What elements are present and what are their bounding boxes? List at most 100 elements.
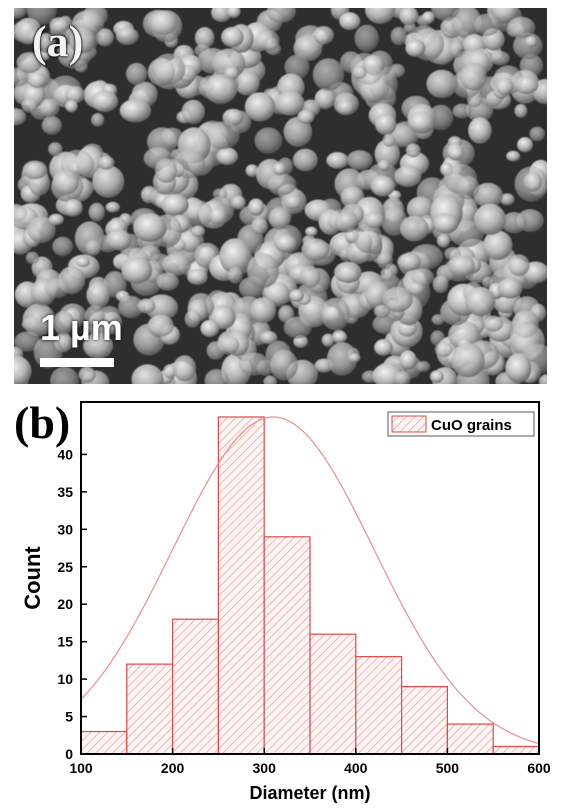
grain bbox=[245, 164, 259, 178]
grain bbox=[22, 303, 56, 337]
gaussian-fit-curve bbox=[80, 416, 540, 745]
grain bbox=[483, 315, 504, 332]
grain bbox=[517, 137, 533, 153]
grain bbox=[332, 331, 348, 343]
grain bbox=[44, 278, 70, 299]
grain bbox=[397, 252, 421, 271]
y-tick-label: 30 bbox=[57, 521, 73, 537]
grain bbox=[227, 8, 241, 18]
panel-b-label: (b) bbox=[14, 397, 71, 448]
grain bbox=[335, 211, 359, 233]
y-tick-label: 25 bbox=[57, 559, 73, 575]
grain bbox=[326, 342, 358, 376]
grain bbox=[432, 275, 449, 294]
grain bbox=[194, 27, 215, 49]
grain bbox=[52, 310, 75, 335]
grain bbox=[230, 195, 246, 210]
grain bbox=[48, 142, 63, 157]
sem-image bbox=[14, 8, 547, 384]
y-tick-label: 40 bbox=[57, 446, 73, 462]
grain bbox=[86, 281, 110, 309]
grain bbox=[14, 8, 27, 19]
grain bbox=[370, 175, 395, 197]
grain bbox=[305, 226, 318, 237]
grain bbox=[247, 253, 279, 289]
grain bbox=[524, 36, 538, 48]
grain bbox=[448, 40, 464, 58]
panel-a-label: (a) bbox=[32, 17, 84, 66]
grain bbox=[254, 127, 283, 154]
grain bbox=[219, 238, 252, 274]
grain bbox=[373, 304, 390, 318]
grain bbox=[173, 355, 197, 382]
grain bbox=[508, 254, 530, 277]
grain bbox=[451, 8, 482, 39]
grain bbox=[460, 62, 488, 91]
grain bbox=[380, 267, 394, 282]
grain bbox=[292, 148, 318, 172]
grain bbox=[514, 103, 528, 118]
grain bbox=[52, 236, 74, 257]
grain bbox=[405, 39, 426, 57]
grain bbox=[274, 234, 297, 253]
grain bbox=[405, 143, 421, 158]
x-tick-label: 600 bbox=[527, 760, 551, 776]
histogram-chart: 100 200 300 400 500 600 0 5 10 15 20 25 30 35 40 CuO g… bbox=[20, 401, 551, 803]
grain bbox=[365, 8, 396, 24]
grain bbox=[211, 8, 232, 23]
grain bbox=[204, 74, 238, 105]
grain bbox=[339, 12, 361, 31]
grain bbox=[84, 305, 105, 328]
grain bbox=[216, 335, 240, 355]
grain bbox=[346, 150, 373, 171]
grain bbox=[36, 33, 56, 53]
scale-bar bbox=[40, 358, 114, 367]
grain bbox=[289, 289, 304, 303]
grain bbox=[363, 212, 385, 229]
grain bbox=[105, 201, 120, 213]
grain bbox=[523, 171, 543, 192]
grain bbox=[98, 155, 115, 170]
y-tick-label: 0 bbox=[65, 746, 73, 762]
grain bbox=[227, 267, 243, 284]
grain bbox=[505, 353, 532, 383]
grain bbox=[125, 62, 148, 85]
grain bbox=[400, 215, 429, 242]
grain bbox=[21, 97, 39, 113]
grain bbox=[244, 92, 276, 122]
grain bbox=[312, 58, 345, 91]
plot-frame bbox=[80, 401, 540, 755]
histogram-bar bbox=[446, 723, 494, 755]
x-tick-label: 300 bbox=[253, 760, 277, 776]
grain bbox=[131, 364, 164, 384]
grain bbox=[326, 152, 349, 169]
grain bbox=[27, 72, 47, 88]
grain bbox=[448, 320, 481, 350]
legend-label: CuO grains bbox=[431, 417, 512, 434]
grain bbox=[85, 239, 102, 256]
grain bbox=[147, 10, 178, 35]
grain bbox=[184, 310, 201, 328]
grain bbox=[334, 261, 362, 283]
grain bbox=[106, 229, 132, 251]
grain bbox=[507, 16, 536, 39]
grain bbox=[260, 331, 278, 345]
grain bbox=[448, 254, 476, 277]
grain bbox=[272, 162, 287, 176]
grain bbox=[147, 314, 175, 337]
grain bbox=[161, 253, 191, 276]
grain bbox=[156, 272, 179, 291]
grain bbox=[497, 277, 523, 299]
grain bbox=[377, 159, 390, 171]
grain bbox=[399, 350, 417, 370]
grain bbox=[251, 217, 268, 235]
grain bbox=[301, 238, 330, 261]
grain bbox=[382, 133, 396, 147]
histogram-bar bbox=[309, 633, 357, 755]
x-axis-label: Diameter (nm) bbox=[249, 783, 370, 803]
grain bbox=[408, 111, 435, 134]
grain bbox=[200, 319, 220, 338]
grain bbox=[422, 11, 435, 24]
grain bbox=[500, 193, 515, 206]
grain bbox=[48, 213, 64, 226]
